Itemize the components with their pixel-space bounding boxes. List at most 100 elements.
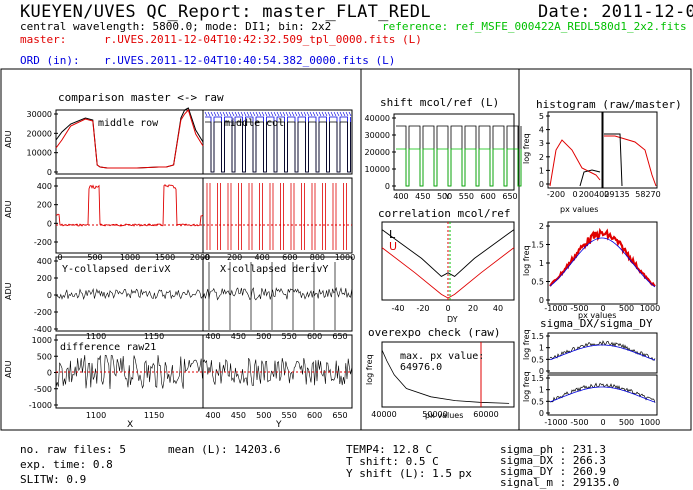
middle-col-noise	[330, 111, 334, 117]
shift-x-label: Y	[444, 192, 450, 201]
hist-y-label: log freq	[522, 133, 531, 164]
shift-ref	[396, 148, 522, 187]
adu-top-tick-2: 10000	[27, 149, 52, 158]
middle-col-noise	[276, 111, 280, 117]
hist-big-red	[549, 227, 656, 287]
x-collapsed-label: X-collapsed derivY	[220, 264, 328, 275]
middle-col-noise	[228, 111, 232, 117]
adu-mid-tick-2: 0	[47, 219, 52, 228]
sig2-y-tick-3: 0	[539, 409, 544, 418]
middle-col-noise	[219, 111, 223, 117]
y-full-tick-2: 400	[255, 253, 270, 262]
y-full-tick-0: 0	[204, 253, 209, 262]
master-file: r.UVES.2011-12-04T10:42:32.509_tpl_0000.…	[104, 33, 422, 46]
middle-col-noise	[258, 111, 262, 117]
difference-label: difference raw21	[60, 342, 156, 353]
y-zoom-tick-2: 500	[256, 332, 271, 341]
middle-col-noise	[291, 111, 295, 117]
overexpo-x-label: px values	[425, 411, 463, 420]
middle-col-noise	[273, 111, 277, 117]
corr-x-tick-3: 20	[468, 304, 478, 313]
reference-file: reference: ref_MSFE_000422A_REDL580d1_2x…	[382, 20, 687, 33]
comp-left-1	[55, 177, 204, 254]
comparison-panels: 30000200001000004002000-2004002000-200-4…	[27, 107, 355, 420]
middle-col-noise	[327, 111, 331, 117]
middle-col-noise	[270, 111, 274, 117]
sigma-title: sigma_DX/sigma_DY	[540, 317, 653, 330]
shift-x-tick-5: 650	[502, 192, 517, 201]
middle-col-label: middle col	[224, 118, 284, 129]
big-x-tick-2: 0	[600, 304, 605, 313]
shift-box	[393, 113, 515, 191]
adu-mid-tick-0: 400	[37, 182, 52, 191]
middle-col-noise	[279, 111, 283, 117]
hist-x-label: px values	[560, 205, 598, 214]
corr-x-tick-0: -40	[391, 304, 404, 313]
t-shift: T shift: 0.5 C	[346, 455, 439, 468]
hist-box-2	[602, 111, 658, 189]
middle-col-noise	[264, 111, 268, 117]
sig2-raw	[549, 382, 656, 403]
middle-col-noise	[204, 111, 208, 117]
adu-deriv-tick-4: -400	[34, 325, 52, 334]
corr-x-tick-2: 0	[445, 304, 450, 313]
corr-L-label: L	[389, 228, 396, 241]
middle-col-noise	[234, 111, 238, 117]
adu-deriv-tick-3: -200	[34, 308, 52, 317]
mean-value: mean (L): 14203.6	[168, 443, 281, 456]
histogram-title: histogram (raw/master)	[536, 98, 682, 111]
hist-y-tick-0: 5	[539, 112, 544, 121]
y-zoom-b-tick-0: 400	[205, 411, 220, 420]
correlation-title: correlation mcol/ref	[378, 207, 510, 220]
hist2-black	[604, 133, 623, 187]
sig-x-tick-4: 1000	[640, 418, 660, 427]
y-zoom-tick-1: 450	[231, 332, 246, 341]
shift-title: shift mcol/ref (L)	[380, 96, 499, 109]
middle-col-noise	[300, 111, 304, 117]
y-zoom-tick-5: 650	[332, 332, 347, 341]
diff-left-line	[55, 354, 203, 390]
middle-col-noise	[222, 111, 226, 117]
deriv-x-line	[55, 288, 203, 300]
x-zoom-tick-0: 1100	[86, 332, 106, 341]
overexpo-y-label: log freq	[365, 354, 374, 385]
middle-col-noise	[312, 111, 316, 117]
sig-x-tick-3: 500	[619, 418, 634, 427]
shift-x-tick-1: 450	[415, 192, 430, 201]
corr-box	[381, 221, 515, 301]
adu-top-tick-3: 0	[47, 168, 52, 177]
middle-col-noise	[231, 111, 235, 117]
x-full-tick-1: 500	[87, 253, 102, 262]
hist1-black	[579, 169, 601, 187]
y-zoom-b-tick-5: 650	[332, 411, 347, 420]
middle-col-noise	[318, 111, 322, 117]
ord-file: r.UVES.2011-12-04T10:40:54.382_0000.fits…	[104, 54, 396, 67]
big-y-tick-4: 0	[539, 296, 544, 305]
middle-col-noise	[297, 111, 301, 117]
hist2-red	[604, 135, 657, 187]
shift-x-tick-4: 600	[481, 192, 496, 201]
big-y-tick-1: 1.5	[531, 241, 544, 250]
sig1-raw	[549, 340, 656, 361]
shift-y-tick-0: 40000	[365, 114, 390, 123]
middle-col-noise	[261, 111, 265, 117]
signal-m: signal_m : 29135.0	[500, 476, 620, 489]
middle-col-noise	[336, 111, 340, 117]
shift-x-tick-3: 550	[459, 192, 474, 201]
sig-x-tick-1: -500	[570, 418, 588, 427]
middle-col-noise	[240, 111, 244, 117]
report-frame	[0, 68, 692, 431]
big-hist-y-label: log freq	[522, 245, 531, 276]
shift-x-tick-0: 400	[393, 192, 408, 201]
adu-label-4: ADU	[4, 360, 13, 378]
sig1-fit	[549, 344, 656, 361]
overexpo-panel: 40000 50000 60000	[371, 341, 515, 419]
middle-col-noise	[243, 111, 247, 117]
hist-y-tick-5: 0	[539, 180, 544, 189]
slit-width: SLITW: 0.9	[20, 473, 87, 486]
sig2-y-tick-2: 0.5	[531, 397, 544, 406]
diff-right-line	[202, 357, 353, 386]
shift-panel: 40000 30000 20000 10000 0400 450 500 550 600 650	[365, 113, 522, 201]
middle-col-noise	[210, 111, 214, 117]
big-y-tick-0: 2	[539, 222, 544, 231]
